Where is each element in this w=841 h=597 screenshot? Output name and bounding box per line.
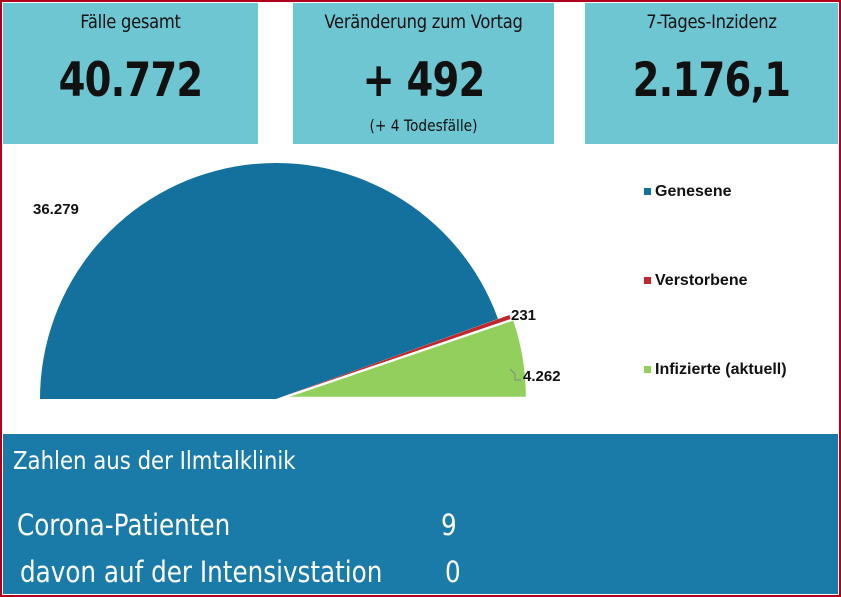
daily-change-label: Veränderung zum Vortag [324,11,523,33]
total-cases-value: 40.772 [58,53,204,108]
clinic-panel: Zahlen aus der Ilmtalklinik Corona-Patie… [3,434,838,594]
clinic-row-value: 9 [441,508,457,542]
daily-change-tile: Veränderung zum Vortag + 492 (+ 4 Todesf… [293,3,554,144]
cases-pie-chart: 36.279 231 4.262 Genesene Verstorbene Infizie… [33,163,787,399]
data-label-genesene: 36.279 [33,201,79,218]
data-label-verstorbene: 231 [511,307,536,324]
clinic-row-label: davon auf der Intensivstation [20,555,383,589]
legend-label-infizierte-aktuell: Infizierte (aktuell) [655,361,787,378]
legend-swatch-verstorbene [644,277,651,284]
leader-line [509,368,521,381]
pie-slice-infizierte-aktuell [289,320,526,397]
total-cases-tile: Fälle gesamt 40.772 [3,3,258,144]
clinic-row-value: 0 [445,555,461,589]
total-cases-label: Fälle gesamt [80,11,181,33]
clinic-heading: Zahlen aus der Ilmtalklinik [13,446,296,475]
incidence-tile: 7-Tages-Inzidenz 2.176,1 [585,3,838,144]
legend-label-verstorbene: Verstorbene [655,272,748,289]
daily-deaths-note: (+ 4 Todesfälle) [369,116,478,135]
legend-swatch-genesene [644,188,651,195]
incidence-label: 7-Tages-Inzidenz [646,11,777,33]
pie-slice-verstorbene [287,314,511,396]
incidence-value: 2.176,1 [632,53,791,108]
pie-slice-genesene [40,163,498,399]
legend-label-genesene: Genesene [655,183,732,200]
daily-change-value: + 492 [362,53,485,108]
data-label-infizierte-aktuell: 4.262 [523,368,561,385]
clinic-row-label: Corona-Patienten [17,508,231,542]
legend-swatch-infizierte-aktuell [644,366,651,373]
